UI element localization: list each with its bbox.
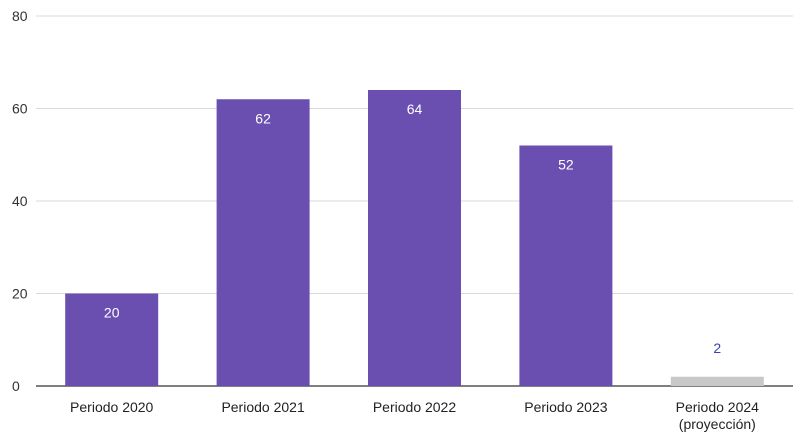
bar-2 (368, 90, 461, 386)
y-tick-label: 20 (12, 286, 28, 302)
y-tick-label: 80 (12, 8, 28, 24)
bar-4 (670, 376, 764, 386)
y-tick-label: 0 (12, 378, 20, 394)
category-label: Periodo 2021 (221, 399, 305, 415)
bars (65, 90, 764, 386)
category-label: Periodo 2020 (70, 399, 154, 415)
category-label: Periodo 2022 (373, 399, 457, 415)
x-axis-categories: Periodo 2020 Periodo 2021 Periodo 2022 Peri… (70, 399, 759, 432)
data-label-1: 62 (255, 110, 271, 126)
data-label-3: 52 (558, 157, 574, 173)
y-tick-label: 40 (12, 193, 28, 209)
data-label-2: 64 (407, 101, 423, 117)
data-labels: 20 62 64 52 2 (104, 101, 721, 356)
category-label: (proyección) (679, 416, 756, 432)
data-label-0: 20 (104, 305, 120, 321)
y-axis-ticks: 0 20 40 60 80 (12, 8, 28, 394)
y-tick-label: 60 (12, 101, 28, 117)
bar-3 (519, 145, 613, 386)
category-label: Periodo 2024 (676, 399, 760, 415)
category-label: Periodo 2023 (524, 399, 608, 415)
data-label-4: 2 (713, 340, 721, 356)
bar-1 (216, 99, 310, 386)
bar-0 (65, 293, 159, 386)
